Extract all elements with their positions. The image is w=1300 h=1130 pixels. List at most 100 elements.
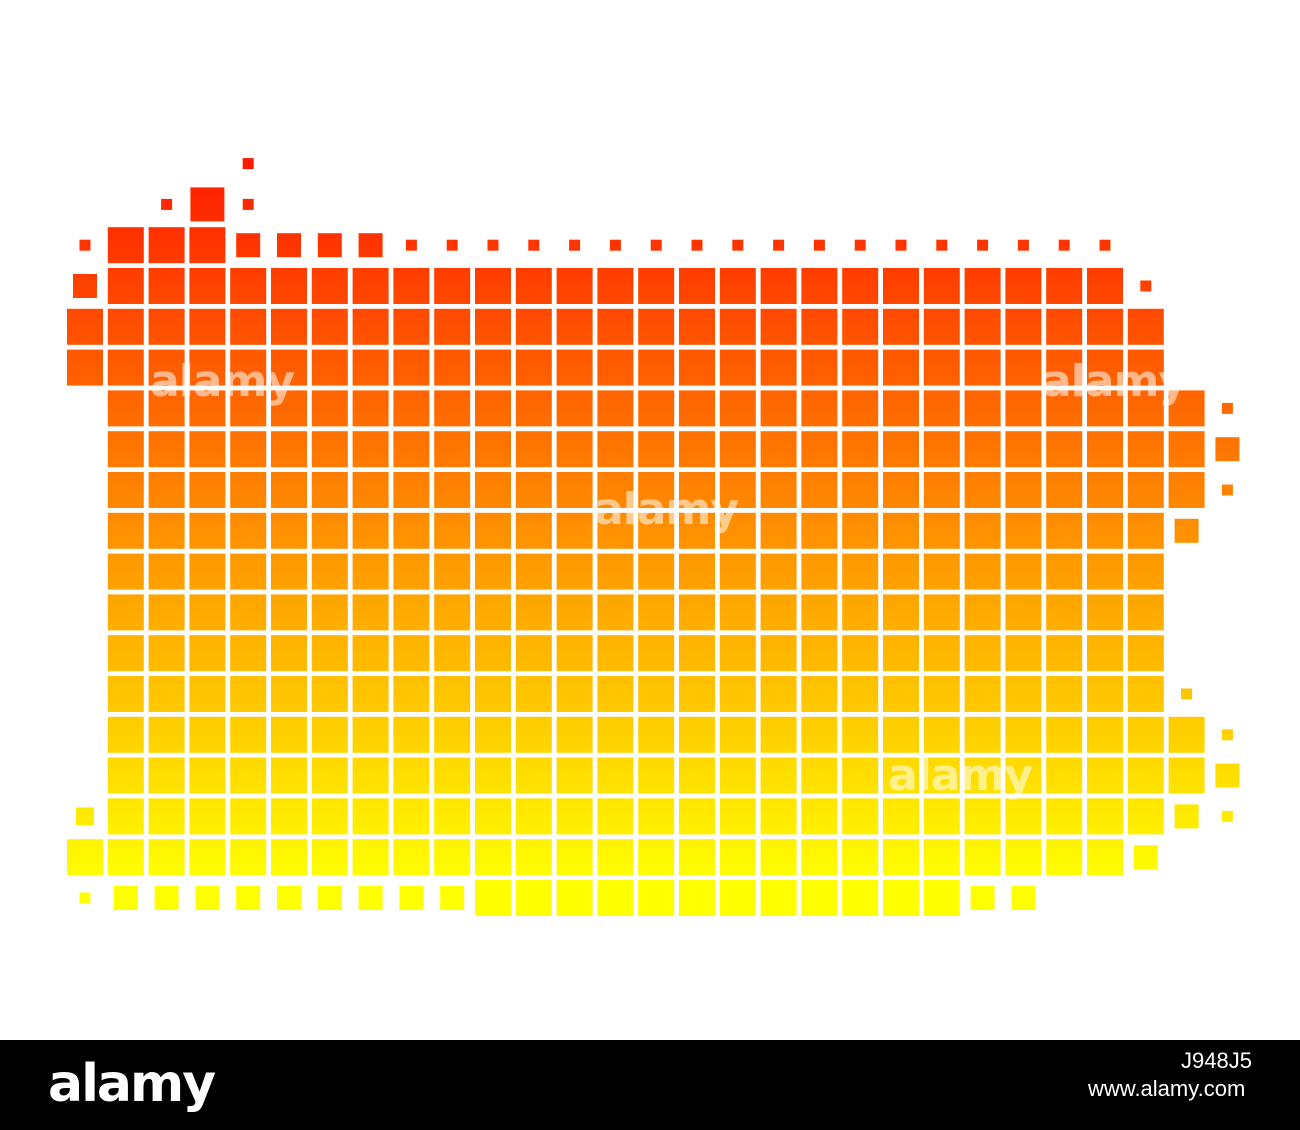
- map-cell: [393, 308, 430, 345]
- map-cell: [1127, 757, 1164, 794]
- map-cell: [801, 390, 838, 427]
- map-cell: [1135, 643, 1156, 664]
- map-cell: [1087, 757, 1123, 794]
- map-cell: [842, 349, 879, 386]
- map-cell: [434, 512, 471, 549]
- map-cell: [1221, 810, 1233, 822]
- map-cell: [73, 274, 97, 298]
- map-cell: [801, 757, 838, 794]
- map-cell: [1087, 798, 1123, 835]
- map-cell: [515, 431, 552, 468]
- map-cell: [597, 390, 634, 427]
- map-cell: [107, 268, 144, 304]
- map-cell: [393, 757, 430, 794]
- map-cell: [317, 233, 342, 258]
- map-cell: [393, 798, 430, 835]
- map-cell: [230, 716, 267, 753]
- map-cell: [352, 512, 389, 549]
- map-cell: [189, 676, 226, 712]
- map-cell: [923, 349, 960, 386]
- map-cell: [515, 635, 552, 672]
- map-cell: [434, 349, 471, 386]
- map-cell: [923, 512, 960, 549]
- map-cell: [230, 635, 267, 672]
- map-cell: [393, 268, 430, 304]
- map-cell: [1087, 349, 1123, 386]
- map-cell: [475, 431, 511, 468]
- map-cell: [638, 472, 675, 508]
- map-cell: [1215, 437, 1240, 462]
- map-cell: [271, 594, 307, 631]
- map-cell: [434, 472, 471, 508]
- map-cell: [311, 308, 348, 345]
- map-cell: [1046, 757, 1083, 794]
- map-cell: [936, 239, 948, 251]
- map-cell: [1221, 729, 1233, 741]
- map-cell: [679, 594, 715, 631]
- map-cell: [760, 308, 797, 345]
- map-cell: [271, 268, 307, 304]
- map-cell: [189, 512, 226, 549]
- map-cell: [801, 676, 838, 712]
- map-cell: [883, 308, 919, 345]
- map-cell: [842, 757, 879, 794]
- map-cell: [189, 390, 226, 427]
- map-cell: [399, 886, 424, 910]
- map-cell: [358, 233, 383, 258]
- map-cell: [1005, 635, 1042, 672]
- map-cell: [719, 757, 756, 794]
- map-cell: [393, 594, 430, 631]
- map-cell: [1127, 676, 1164, 712]
- map-cell: [1174, 804, 1199, 829]
- map-cell: [1005, 676, 1042, 712]
- map-cell: [1168, 757, 1205, 794]
- map-cell: [148, 431, 185, 468]
- map-cell: [883, 512, 919, 549]
- map-cell: [1087, 676, 1123, 712]
- map-cell: [107, 839, 144, 876]
- map-cell: [1140, 280, 1152, 292]
- map-cell: [1046, 798, 1083, 835]
- map-cell: [923, 839, 960, 876]
- map-cell: [883, 268, 919, 304]
- map-cell: [923, 553, 960, 590]
- map-cell: [230, 757, 267, 794]
- map-cell: [515, 349, 552, 386]
- map-cell: [1168, 390, 1205, 427]
- map-cell: [515, 268, 552, 304]
- map-cell: [393, 431, 430, 468]
- map-cell: [358, 886, 383, 910]
- map-cell: [230, 594, 267, 631]
- map-cell: [638, 839, 675, 876]
- map-cell: [271, 349, 307, 386]
- map-cell: [189, 472, 226, 508]
- map-cell: [271, 798, 307, 835]
- map-cell: [760, 390, 797, 427]
- map-cell: [1005, 512, 1042, 549]
- map-cell: [1046, 431, 1083, 468]
- map-cell: [107, 716, 144, 753]
- map-cell: [923, 390, 960, 427]
- map-cell: [719, 798, 756, 835]
- map-cell: [311, 839, 348, 876]
- map-cell: [317, 886, 342, 910]
- map-cell: [1046, 553, 1083, 590]
- map-cell: [679, 839, 715, 876]
- map-cell: [842, 431, 879, 468]
- map-cell: [107, 798, 144, 835]
- map-cell: [597, 308, 634, 345]
- map-cell: [883, 553, 919, 590]
- map-cell: [760, 635, 797, 672]
- map-cell: [393, 390, 430, 427]
- map-cell: [405, 239, 417, 251]
- map-cell: [148, 676, 185, 712]
- map-cell: [271, 390, 307, 427]
- map-cell: [242, 158, 254, 170]
- map-cell: [1046, 268, 1083, 304]
- map-cell: [883, 390, 919, 427]
- map-cell: [515, 839, 552, 876]
- map-cell: [352, 594, 389, 631]
- map-cell: [801, 594, 838, 631]
- map-cell: [760, 757, 797, 794]
- map-cell: [964, 349, 1001, 386]
